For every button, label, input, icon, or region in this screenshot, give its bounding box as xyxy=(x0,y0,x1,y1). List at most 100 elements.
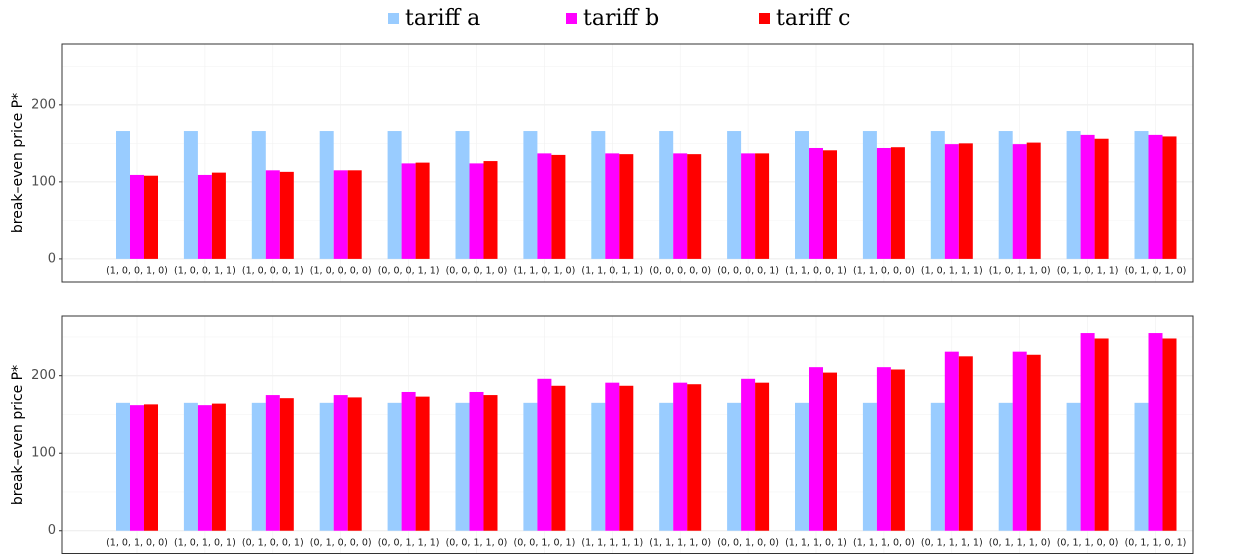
x-tick-label: (0, 0, 0, 0, 1) xyxy=(717,266,779,277)
bar xyxy=(1012,144,1027,259)
bar xyxy=(537,153,552,259)
bar xyxy=(279,398,294,531)
bar xyxy=(251,402,266,531)
legend-swatch xyxy=(759,13,770,24)
bar xyxy=(823,372,837,531)
x-tick-label: (1, 1, 1, 1, 0) xyxy=(649,538,711,549)
bar xyxy=(144,404,158,531)
bar xyxy=(591,402,606,531)
bar xyxy=(333,170,348,259)
bar xyxy=(591,131,606,259)
bar xyxy=(319,402,334,531)
bar xyxy=(1134,402,1149,531)
x-tick-label: (1, 1, 0, 0, 0) xyxy=(853,266,915,277)
x-tick-label: (0, 1, 1, 1, 0) xyxy=(989,538,1051,549)
bar xyxy=(944,351,959,531)
x-tick-label: (1, 0, 0, 1, 1) xyxy=(174,266,236,277)
x-tick-label: (0, 0, 0, 1, 0) xyxy=(446,266,508,277)
bar xyxy=(469,163,484,259)
bar xyxy=(1066,131,1081,259)
bar xyxy=(265,395,280,531)
bar xyxy=(741,153,756,259)
bar xyxy=(862,402,877,531)
bar xyxy=(1012,351,1027,531)
x-tick-label: (0, 0, 1, 1, 0) xyxy=(446,538,508,549)
bar xyxy=(795,131,809,259)
x-tick-label: (0, 1, 0, 0, 1) xyxy=(242,538,304,549)
bar xyxy=(415,396,430,531)
bar xyxy=(211,403,226,531)
bar xyxy=(673,382,688,531)
bar xyxy=(183,402,198,531)
bar xyxy=(998,402,1013,531)
bar xyxy=(197,174,212,259)
bar xyxy=(605,382,620,531)
bar xyxy=(862,131,877,259)
bar xyxy=(673,153,688,259)
bar xyxy=(823,150,837,259)
legend-label: tariff b xyxy=(583,6,659,31)
bar xyxy=(1066,402,1081,531)
bar xyxy=(727,402,742,531)
bar xyxy=(130,405,144,531)
panel-border xyxy=(61,43,1194,283)
x-tick-label: (0, 0, 1, 0, 0) xyxy=(717,538,779,549)
x-tick-label: (1, 0, 0, 1, 0) xyxy=(106,266,168,277)
bar xyxy=(795,402,809,531)
legend-label: tariff c xyxy=(776,6,850,31)
bar xyxy=(116,402,130,531)
bar xyxy=(687,384,702,531)
bar xyxy=(1162,338,1177,531)
bar xyxy=(483,161,498,259)
bar xyxy=(605,153,620,259)
bar xyxy=(523,402,538,531)
x-tick-label: (1, 0, 1, 0, 1) xyxy=(174,538,236,549)
x-tick-label: (0, 0, 0, 0, 0) xyxy=(649,266,711,277)
bar xyxy=(455,131,470,259)
bar xyxy=(1080,333,1095,531)
x-tick-label: (1, 1, 0, 1, 0) xyxy=(514,266,576,277)
bar xyxy=(755,382,770,531)
x-tick-label: (1, 0, 1, 0, 0) xyxy=(106,538,168,549)
x-tick-label: (1, 0, 0, 0, 0) xyxy=(310,266,372,277)
y-tick-label: 0 xyxy=(48,251,56,266)
bar xyxy=(455,402,470,531)
x-tick-label: (1, 1, 0, 1, 1) xyxy=(581,266,643,277)
bar xyxy=(1162,136,1177,259)
bar xyxy=(523,131,538,259)
bar xyxy=(319,131,334,259)
bar xyxy=(1134,131,1149,259)
y-tick-label: 100 xyxy=(31,446,56,461)
x-tick-label: (1, 1, 1, 0, 1) xyxy=(785,538,847,549)
bar xyxy=(741,378,756,531)
bar xyxy=(333,395,348,531)
y-tick-label: 100 xyxy=(31,174,56,189)
bar xyxy=(347,170,362,259)
bar xyxy=(890,369,905,531)
x-tick-label: (0, 1, 0, 0, 0) xyxy=(310,538,372,549)
bar xyxy=(265,170,280,259)
x-tick-label: (0, 1, 0, 1, 0) xyxy=(1125,266,1187,277)
bar xyxy=(930,131,945,259)
bar xyxy=(251,131,266,259)
x-tick-label: (0, 1, 1, 0, 0) xyxy=(1057,538,1119,549)
x-tick-label: (1, 0, 1, 1, 0) xyxy=(989,266,1051,277)
x-tick-label: (0, 1, 1, 1, 1) xyxy=(921,538,983,549)
bar xyxy=(1148,134,1163,259)
x-tick-label: (0, 1, 1, 0, 1) xyxy=(1125,538,1187,549)
bar xyxy=(876,147,891,259)
x-tick-label: (1, 0, 1, 1, 1) xyxy=(921,266,983,277)
bar xyxy=(890,147,905,259)
bar xyxy=(483,395,498,531)
bar xyxy=(958,356,973,531)
x-tick-label: (1, 0, 0, 0, 1) xyxy=(242,266,304,277)
bar xyxy=(944,144,959,259)
bar xyxy=(876,367,891,531)
bar xyxy=(387,402,402,531)
legend-swatch xyxy=(388,13,399,24)
bar xyxy=(551,385,566,531)
bar xyxy=(958,143,973,259)
bar xyxy=(387,131,402,259)
y-axis-label: break–even price P* xyxy=(10,93,26,233)
bar xyxy=(809,147,823,259)
